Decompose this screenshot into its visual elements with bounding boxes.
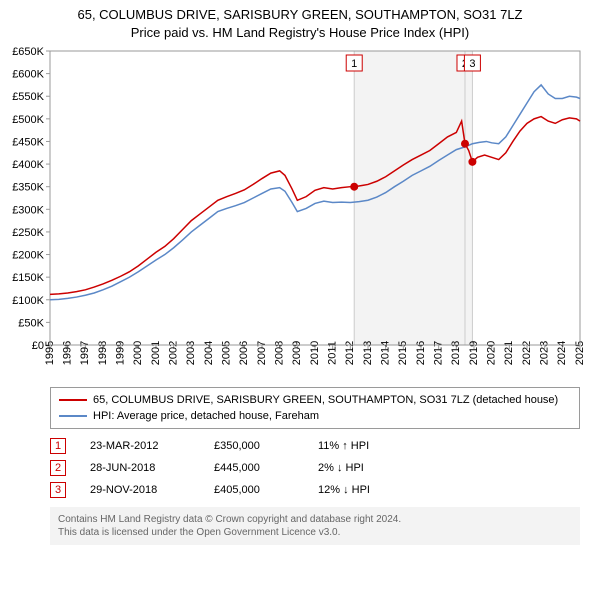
y-axis-tick-label: £300K <box>12 204 44 216</box>
legend: 65, COLUMBUS DRIVE, SARISBURY GREEN, SOU… <box>50 387 580 429</box>
x-axis-tick-label: 2012 <box>344 341 356 365</box>
y-axis-tick-label: £0 <box>32 340 44 352</box>
sale-price: £445,000 <box>214 462 294 474</box>
x-axis-tick-label: 2002 <box>168 341 180 365</box>
x-axis-tick-label: 2010 <box>309 341 321 365</box>
series-line-property <box>50 117 580 295</box>
y-axis-tick-label: £650K <box>12 46 44 58</box>
x-axis-tick-label: 2023 <box>539 341 551 365</box>
y-axis-tick-label: £200K <box>12 250 44 262</box>
y-axis-tick-label: £350K <box>12 182 44 194</box>
x-axis-tick-label: 2013 <box>362 341 374 365</box>
sale-row: 1 23-MAR-2012 £350,000 11% ↑ HPI <box>50 435 580 457</box>
attribution-line-2: This data is licensed under the Open Gov… <box>58 526 572 539</box>
sale-point-marker <box>468 158 476 166</box>
x-axis-tick-label: 2017 <box>433 341 445 365</box>
chart-title-block: 65, COLUMBUS DRIVE, SARISBURY GREEN, SOU… <box>0 0 600 43</box>
chart-area: £0 £50K £100K £150K £200K £250K £300K £350K £400… <box>0 43 600 383</box>
y-axis-tick-label: £100K <box>12 295 44 307</box>
y-axis-tick-label: £500K <box>12 114 44 126</box>
x-axis-tick-label: 2004 <box>203 341 215 365</box>
x-axis-tick-label: 2005 <box>221 341 233 365</box>
y-axis-tick-label: £50K <box>18 317 44 329</box>
x-axis-tick-label: 2006 <box>238 341 250 365</box>
x-axis-tick-label: 2001 <box>150 341 162 365</box>
price-line-chart: £0 £50K £100K £150K £200K £250K £300K £350K £400… <box>0 43 600 383</box>
x-axis-tick-label: 2021 <box>503 341 515 365</box>
x-axis-tick-label: 2020 <box>486 341 498 365</box>
sale-price: £405,000 <box>214 484 294 496</box>
title-line-2: Price paid vs. HM Land Registry's House … <box>10 24 590 42</box>
y-axis-tick-label: £450K <box>12 137 44 149</box>
legend-row: 65, COLUMBUS DRIVE, SARISBURY GREEN, SOU… <box>59 392 571 408</box>
sales-table: 1 23-MAR-2012 £350,000 11% ↑ HPI 2 28-JUN-201… <box>50 435 580 501</box>
sale-period-band <box>465 51 472 345</box>
x-axis-tick-label: 2000 <box>132 341 144 365</box>
y-axis-tick-label: £250K <box>12 227 44 239</box>
y-axis-tick-label: £550K <box>12 91 44 103</box>
sale-hpi-delta: 11% ↑ HPI <box>318 440 428 452</box>
x-axis-tick-label: 2009 <box>291 341 303 365</box>
legend-swatch <box>59 415 87 417</box>
x-axis-tick-label: 2018 <box>450 341 462 365</box>
sale-row-marker: 2 <box>50 460 66 476</box>
sale-date: 23-MAR-2012 <box>90 440 190 452</box>
x-axis-tick-label: 2008 <box>274 341 286 365</box>
x-axis-tick-label: 2019 <box>468 341 480 365</box>
x-axis-tick-label: 2003 <box>185 341 197 365</box>
x-axis-tick-label: 2007 <box>256 341 268 365</box>
x-axis-tick-label: 2015 <box>397 341 409 365</box>
sale-row-marker: 3 <box>50 482 66 498</box>
series-line-hpi <box>50 85 580 300</box>
legend-label: 65, COLUMBUS DRIVE, SARISBURY GREEN, SOU… <box>93 394 558 406</box>
sale-hpi-delta: 12% ↓ HPI <box>318 484 428 496</box>
x-axis-tick-label: 2014 <box>380 341 392 365</box>
x-axis-tick-label: 2024 <box>556 341 568 365</box>
plot-border <box>50 51 580 345</box>
sale-period-band <box>354 51 465 345</box>
sale-date: 28-JUN-2018 <box>90 462 190 474</box>
y-axis-tick-label: £150K <box>12 272 44 284</box>
x-axis-tick-label: 2016 <box>415 341 427 365</box>
attribution-footer: Contains HM Land Registry data © Crown c… <box>50 507 580 545</box>
y-axis-tick-label: £400K <box>12 159 44 171</box>
sale-point-marker <box>350 183 358 191</box>
sale-hpi-delta: 2% ↓ HPI <box>318 462 428 474</box>
title-line-1: 65, COLUMBUS DRIVE, SARISBURY GREEN, SOU… <box>10 6 590 24</box>
sale-point-marker <box>461 140 469 148</box>
sale-price: £350,000 <box>214 440 294 452</box>
sale-marker-number: 1 <box>351 58 357 70</box>
x-axis-tick-label: 2022 <box>521 341 533 365</box>
sale-marker-number: 3 <box>469 58 475 70</box>
legend-swatch <box>59 399 87 401</box>
sale-date: 29-NOV-2018 <box>90 484 190 496</box>
x-axis-tick-label: 1997 <box>79 341 91 365</box>
sale-row: 2 28-JUN-2018 £445,000 2% ↓ HPI <box>50 457 580 479</box>
x-axis-tick-label: 1999 <box>115 341 127 365</box>
sale-row-marker: 1 <box>50 438 66 454</box>
sale-row: 3 29-NOV-2018 £405,000 12% ↓ HPI <box>50 479 580 501</box>
legend-row: HPI: Average price, detached house, Fare… <box>59 408 571 424</box>
x-axis-tick-label: 1996 <box>62 341 74 365</box>
y-axis-tick-label: £600K <box>12 69 44 81</box>
legend-label: HPI: Average price, detached house, Fare… <box>93 410 319 422</box>
attribution-line-1: Contains HM Land Registry data © Crown c… <box>58 513 572 526</box>
x-axis-tick-label: 1998 <box>97 341 109 365</box>
